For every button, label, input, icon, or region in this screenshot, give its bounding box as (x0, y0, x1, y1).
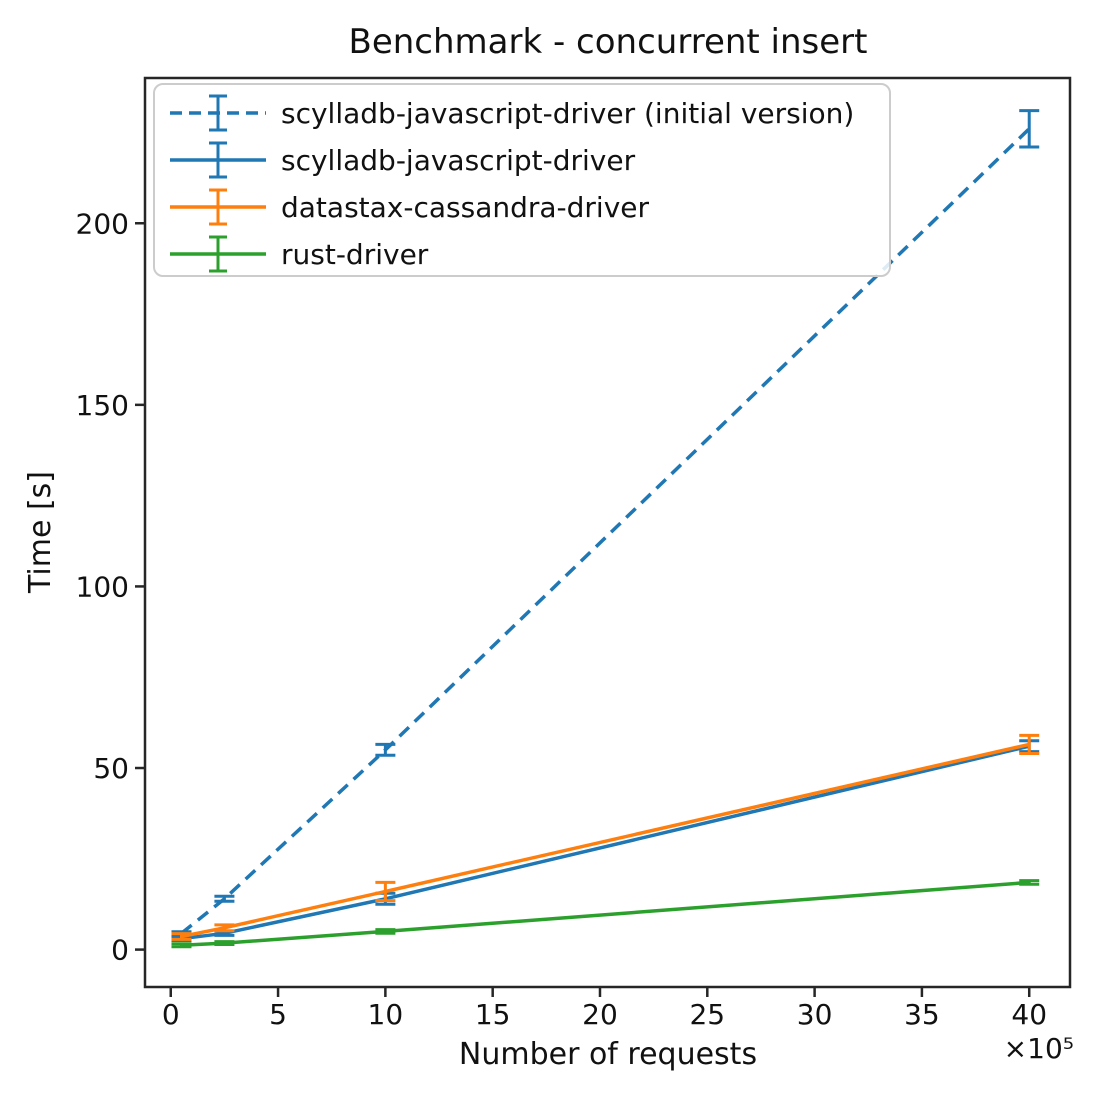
x-tick-label: 10 (368, 998, 404, 1031)
chart-title: Benchmark - concurrent insert (349, 22, 868, 62)
legend-label: scylladb-javascript-driver (281, 144, 636, 177)
legend: scylladb-javascript-driver (initial vers… (153, 83, 891, 277)
y-tick-label: 0 (111, 934, 129, 967)
x-tick-label: 15 (475, 998, 511, 1031)
y-tick-label: 100 (76, 570, 129, 603)
y-axis-label: Time [s] (23, 471, 58, 594)
y-tick-label: 200 (76, 207, 129, 240)
legend-box (153, 83, 891, 277)
x-axis-label: Number of requests (459, 1037, 757, 1072)
y-tick-label: 50 (93, 752, 129, 785)
x-axis-offset-label: ×10⁵ (1004, 1032, 1074, 1065)
legend-label: rust-driver (281, 238, 429, 271)
x-tick-label: 35 (904, 998, 940, 1031)
x-tick-label: 25 (689, 998, 725, 1031)
axes-spines (143, 76, 1072, 989)
y-tick-label: 150 (76, 389, 129, 422)
x-tick-label: 20 (582, 998, 618, 1031)
x-tick-label: 40 (1011, 998, 1047, 1031)
x-tick-label: 0 (162, 998, 180, 1031)
series-line-3 (181, 880, 1030, 947)
x-tick-label: 5 (269, 998, 287, 1031)
x-tick-label: 30 (797, 998, 833, 1031)
series-line-2 (181, 742, 1030, 939)
series-line-0 (180, 127, 1031, 935)
legend-label: scylladb-javascript-driver (initial vers… (281, 97, 854, 130)
plot-area: 0 5 10 15 20 25 30 35 40 0 50 100 150 200 (76, 76, 1072, 1031)
series-line-1 (181, 744, 1030, 941)
legend-label: datastax-cassandra-driver (281, 191, 650, 224)
